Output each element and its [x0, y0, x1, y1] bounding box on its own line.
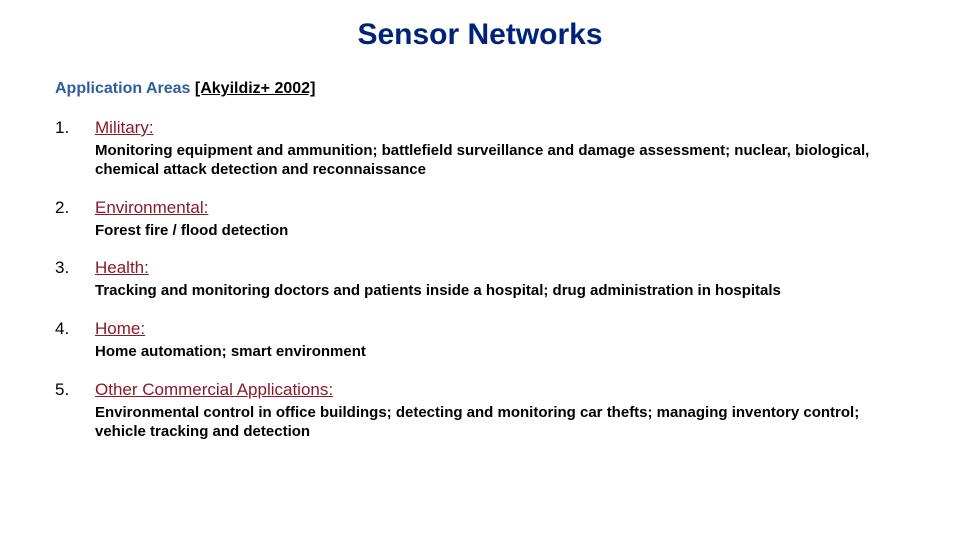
list-item: 4.Home: Home automation; smart environmen… [55, 319, 905, 362]
item-heading: Home: [95, 319, 905, 339]
subheading: Application Areas [Akyildiz+ 2002] [55, 80, 905, 98]
item-number: 2. [55, 198, 95, 241]
item-number: 1. [55, 118, 95, 180]
list-item: 1.Military: Monitoring equipment and ammu… [55, 118, 905, 180]
item-heading: Military: [95, 118, 905, 138]
item-heading: Health: [95, 258, 905, 278]
slide-title: Sensor Networks [55, 18, 905, 52]
list-item: 5.Other Commercial Applications: Environm… [55, 380, 905, 442]
item-description: Environmental control in office building… [95, 404, 905, 442]
item-body: Other Commercial Applications: Environmen… [95, 380, 905, 442]
subheading-bracket: [Akyildiz+ 2002] [195, 80, 316, 97]
item-heading: Other Commercial Applications: [95, 380, 905, 400]
item-body: Health: Tracking and monitoring doctors a… [95, 258, 905, 301]
item-number: 3. [55, 258, 95, 301]
item-description: Monitoring equipment and ammunition; bat… [95, 142, 905, 180]
list-item: 3.Health: Tracking and monitoring doctors… [55, 258, 905, 301]
item-list: 1.Military: Monitoring equipment and ammu… [55, 118, 905, 441]
item-heading: Environmental: [95, 198, 905, 218]
item-body: Military: Monitoring equipment and ammuni… [95, 118, 905, 180]
item-body: Environmental: Forest fire / flood detect… [95, 198, 905, 241]
item-description: Forest fire / flood detection [95, 222, 905, 241]
item-number: 4. [55, 319, 95, 362]
item-number: 5. [55, 380, 95, 442]
item-body: Home: Home automation; smart environment [95, 319, 905, 362]
slide: Sensor Networks Application Areas [Akyil… [0, 0, 960, 540]
subheading-label: Application Areas [55, 80, 195, 97]
list-item: 2.Environmental: Forest fire / flood dete… [55, 198, 905, 241]
item-description: Tracking and monitoring doctors and pati… [95, 282, 905, 301]
item-description: Home automation; smart environment [95, 343, 905, 362]
